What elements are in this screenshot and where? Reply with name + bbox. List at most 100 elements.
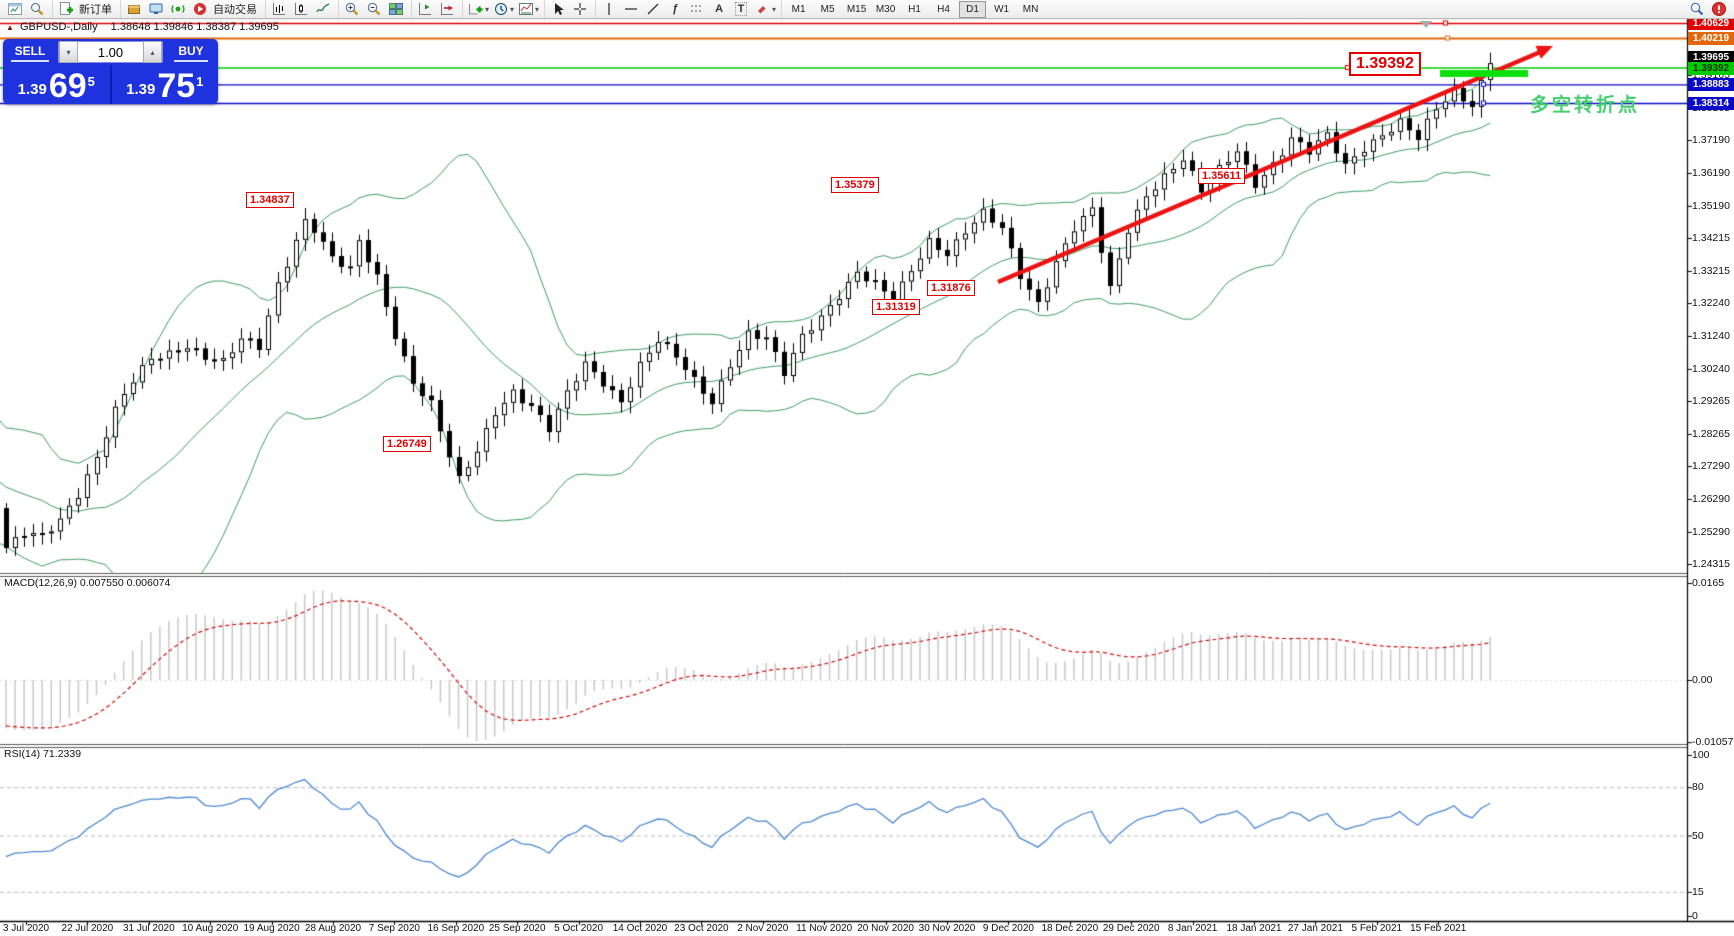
timeframe-button-M5[interactable]: M5 xyxy=(820,3,835,15)
date-axis-label: 27 Jan 2021 xyxy=(1287,923,1343,934)
search-icon[interactable] xyxy=(1686,0,1708,18)
turning-point-annotation[interactable]: 多空转折点 xyxy=(1530,95,1641,116)
main-toolbar: 新订单 自动交易 ▾ ▾ ▾ xyxy=(0,0,1734,19)
annotation-price-label[interactable]: 1.35611 xyxy=(1198,168,1246,184)
chart-symbol-icon: ▲ xyxy=(6,23,14,32)
macd-axis-tick: 0.00 xyxy=(1692,674,1713,686)
new-order-icon[interactable] xyxy=(55,0,77,18)
zoom-in-icon[interactable] xyxy=(341,0,363,18)
rsi-axis-tick: 50 xyxy=(1692,829,1704,842)
level-price-label[interactable]: 1.39695 xyxy=(1688,51,1734,65)
date-axis-label: 31 Jul 2020 xyxy=(122,923,175,934)
price-axis-tick: 1.35190 xyxy=(1692,199,1730,212)
chevron-down-icon[interactable]: ▾ xyxy=(510,4,515,14)
timeframe-button-M1[interactable]: M1 xyxy=(791,3,806,15)
level-price-label[interactable]: 1.38314 xyxy=(1688,96,1734,110)
date-axis-label: 19 Aug 2020 xyxy=(243,923,300,934)
date-axis-label: 30 Nov 2020 xyxy=(918,923,976,934)
sell-button[interactable]: SELL xyxy=(3,39,57,65)
annotation-price-label[interactable]: 1.26749 xyxy=(383,436,431,452)
vertical-line-icon[interactable] xyxy=(598,0,620,18)
rsi-axis-tick: 15 xyxy=(1692,885,1704,898)
chart-window-icon[interactable] xyxy=(4,0,26,18)
annotation-price-label[interactable]: 1.31876 xyxy=(927,280,975,296)
level-price-label[interactable]: 1.39392 xyxy=(1688,62,1734,76)
buy-price[interactable]: 1.39 75 1 xyxy=(126,67,204,104)
annotation-price-label[interactable]: 1.35379 xyxy=(831,177,879,193)
new-order-button[interactable]: 新订单 xyxy=(79,4,112,16)
periods-icon[interactable] xyxy=(490,0,512,18)
macd-indicator-label: MACD(12,26,9) 0.007550 0.006074 xyxy=(4,577,171,589)
volume-increase-button[interactable]: ▴ xyxy=(143,41,162,63)
trendline-icon[interactable] xyxy=(642,0,664,18)
toolbar-group-objects: ƒ A T ▾ xyxy=(595,0,779,18)
date-axis-label: 10 Aug 2020 xyxy=(182,923,239,934)
cursor-icon[interactable] xyxy=(547,0,569,18)
buy-button[interactable]: BUY xyxy=(164,39,218,65)
volume-input[interactable] xyxy=(78,43,143,61)
date-axis-label: 9 Dec 2020 xyxy=(982,923,1034,934)
price-axis-tick: 1.32240 xyxy=(1692,297,1730,310)
timeframe-button-W1[interactable]: W1 xyxy=(994,3,1010,15)
chevron-down-icon[interactable]: ▾ xyxy=(485,4,490,14)
chevron-down-icon[interactable]: ▾ xyxy=(772,4,777,14)
chart-ohlc-values: 1.38648 1.39846 1.38387 1.39695 xyxy=(110,21,279,33)
line-chart-type-icon[interactable] xyxy=(312,0,334,18)
horizontal-line-icon[interactable] xyxy=(620,0,642,18)
signals-icon[interactable] xyxy=(167,0,189,18)
scroll-to-end-marker[interactable] xyxy=(1420,21,1432,28)
date-axis-label: 20 Nov 2020 xyxy=(857,923,914,934)
date-axis-label: 18 Jan 2021 xyxy=(1226,923,1282,934)
date-axis-label: 23 Oct 2020 xyxy=(674,923,729,934)
timeframe-button-H4[interactable]: H4 xyxy=(937,3,950,15)
auto-trading-button[interactable]: 自动交易 xyxy=(213,4,257,16)
terminal-icon[interactable] xyxy=(145,0,167,18)
date-axis-label: 16 Sep 2020 xyxy=(427,923,485,934)
notifications-icon[interactable] xyxy=(1708,0,1730,18)
price-axis-tick: 1.29265 xyxy=(1692,395,1730,407)
auto-trading-icon[interactable] xyxy=(189,0,211,18)
bar-chart-type-icon[interactable] xyxy=(268,0,290,18)
toolbar-group-indicators: ▾ ▾ ▾ xyxy=(462,0,542,18)
volume-decrease-button[interactable]: ▾ xyxy=(59,41,78,63)
candle-chart-type-icon[interactable] xyxy=(290,0,312,18)
date-axis-label: 29 Dec 2020 xyxy=(1102,923,1160,934)
zoom-out-icon[interactable] xyxy=(363,0,385,18)
price-axis-tick: 1.30240 xyxy=(1692,362,1730,375)
timeframe-button-MN[interactable]: MN xyxy=(1022,3,1039,15)
text-icon[interactable]: A xyxy=(715,3,724,15)
add-indicator-icon[interactable] xyxy=(465,0,487,18)
tile-windows-icon[interactable] xyxy=(385,0,407,18)
price-axis-tick: 1.27290 xyxy=(1692,460,1730,473)
fibonacci-icon[interactable]: ƒ xyxy=(671,3,679,15)
sell-price[interactable]: 1.39 69 5 xyxy=(17,67,95,104)
timeframe-button-M30[interactable]: M30 xyxy=(875,3,896,15)
level-price-label[interactable]: 1.40629 xyxy=(1688,16,1734,30)
chart-shift-icon[interactable] xyxy=(414,0,436,18)
template-icon[interactable] xyxy=(515,0,537,18)
timeframe-button-H1[interactable]: H1 xyxy=(908,3,921,15)
history-center-icon[interactable] xyxy=(123,0,145,18)
auto-scroll-icon[interactable] xyxy=(436,0,458,18)
annotation-price-label[interactable]: 1.39392 xyxy=(1349,52,1421,76)
toolbar-group-new-order: 新订单 xyxy=(52,0,118,18)
toolbar-group-chart-type xyxy=(265,0,336,18)
channel-icon[interactable] xyxy=(686,0,708,18)
rsi-axis-tick: 80 xyxy=(1692,781,1704,794)
level-price-label[interactable]: 1.38883 xyxy=(1688,77,1734,91)
label-icon[interactable]: T xyxy=(730,0,752,18)
price-axis-tick: 1.33215 xyxy=(1692,264,1730,277)
timeframe-button-D1[interactable]: D1 xyxy=(959,0,987,18)
annotation-price-label[interactable]: 1.31319 xyxy=(872,299,920,315)
market-watch-icon[interactable] xyxy=(26,0,48,18)
shapes-icon[interactable] xyxy=(752,0,774,18)
price-axis-tick: 1.28265 xyxy=(1692,427,1730,440)
chevron-down-icon[interactable]: ▾ xyxy=(535,4,540,14)
timeframe-button-M15[interactable]: M15 xyxy=(846,3,867,15)
price-axis-tick: 1.24315 xyxy=(1692,558,1730,570)
level-price-label[interactable]: 1.40219 xyxy=(1688,31,1734,45)
crosshair-icon[interactable] xyxy=(569,0,591,18)
annotation-price-label[interactable]: 1.34837 xyxy=(246,192,294,208)
